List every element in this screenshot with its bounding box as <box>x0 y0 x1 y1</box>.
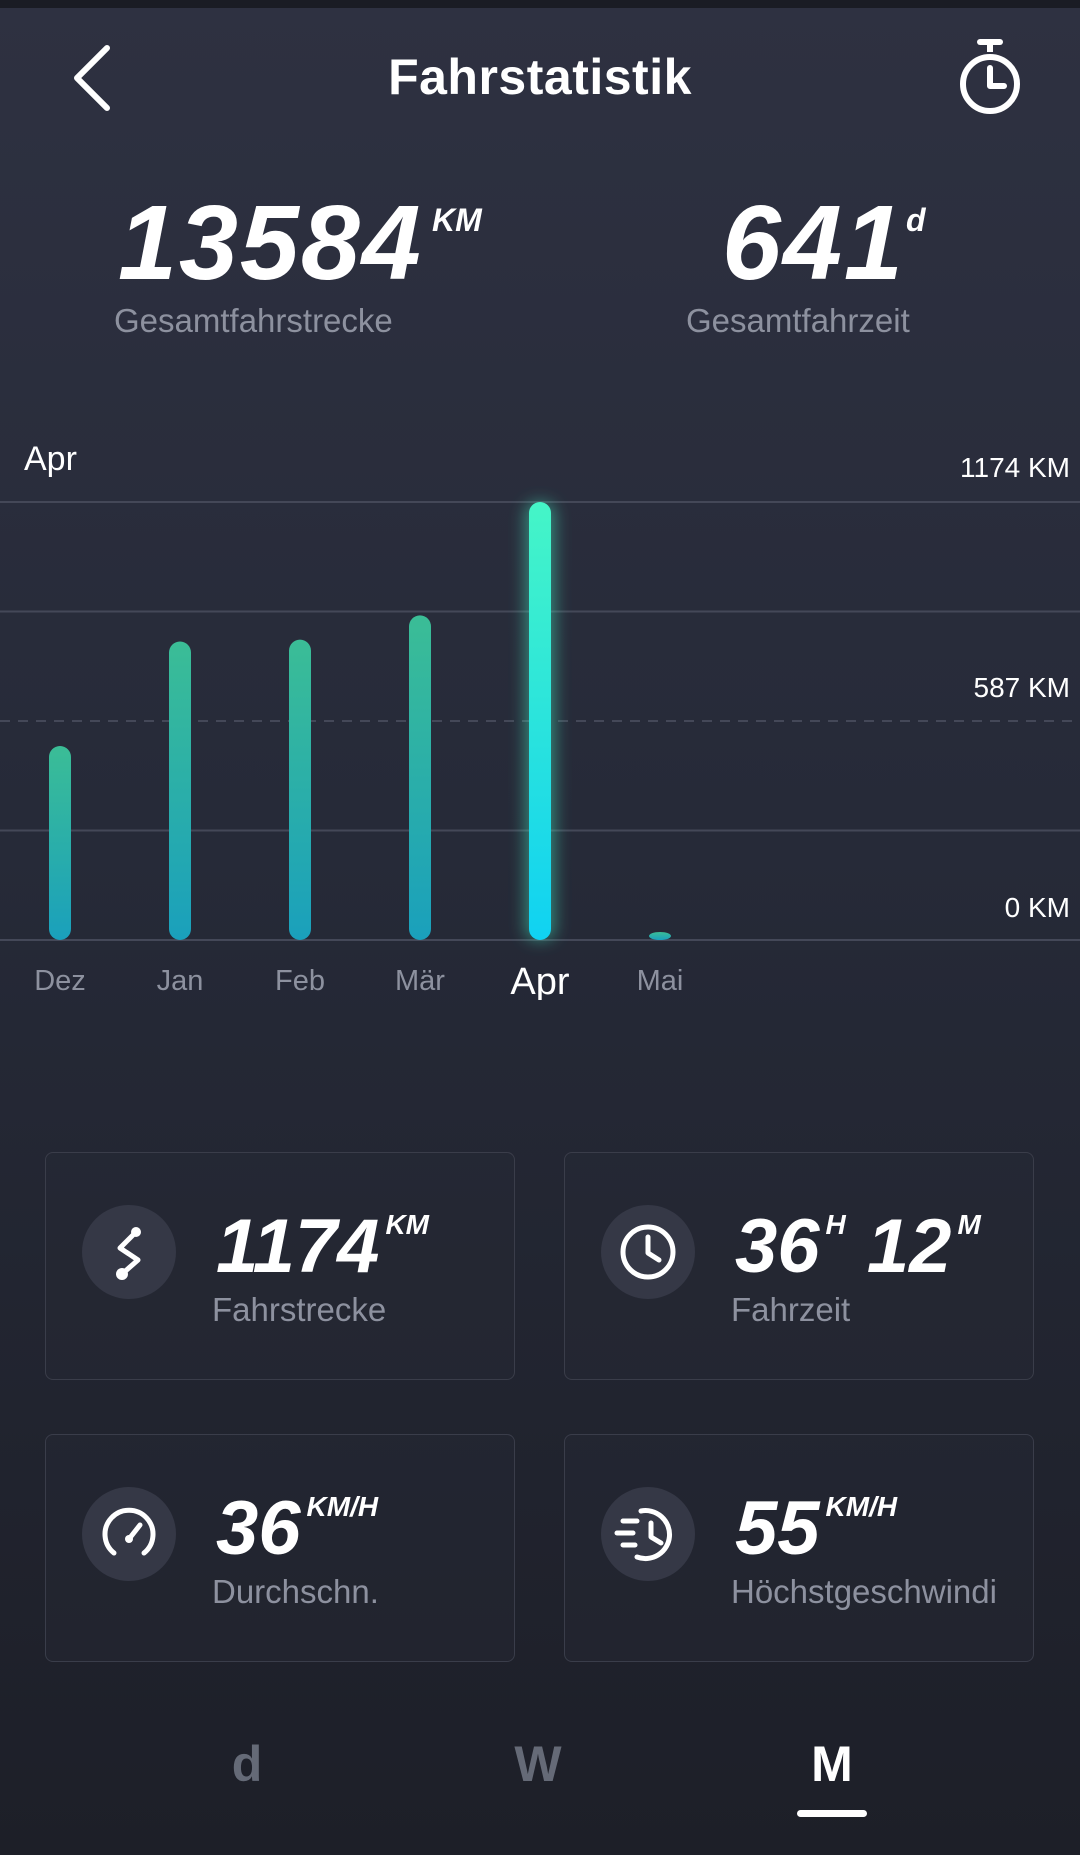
max-speed-card: 55 KM/H Höchstgeschwindi <box>564 1434 1034 1662</box>
route-icon-badge <box>82 1205 176 1299</box>
bar-Mär[interactable] <box>409 615 431 940</box>
selected-month-label: Apr <box>24 440 77 478</box>
max-speed-value: 55 KM/H <box>735 1486 898 1571</box>
bar-Apr[interactable] <box>529 502 551 940</box>
total-time-unit: d <box>906 202 926 238</box>
tab-day[interactable]: d <box>231 1736 263 1792</box>
x-tick-label[interactable]: Mai <box>637 965 684 997</box>
x-tick-label[interactable]: Mär <box>395 965 445 997</box>
bar-Mai[interactable] <box>649 932 671 940</box>
fast-speed-icon-badge <box>601 1487 695 1581</box>
back-button[interactable] <box>55 38 135 118</box>
time-card: 36 H 12 M Fahrzeit <box>564 1152 1034 1380</box>
status-bar <box>0 0 1080 8</box>
fast-speed-icon <box>614 1508 672 1562</box>
clock-icon <box>620 1224 676 1280</box>
max-speed-label: Höchstgeschwindi <box>731 1573 997 1610</box>
distance-label: Fahrstrecke <box>212 1291 387 1328</box>
avg-speed-label: Durchschn. <box>212 1573 379 1610</box>
route-icon <box>116 1227 141 1280</box>
avg-speed-value: 36 KM/H <box>216 1486 379 1571</box>
total-distance: 13584 KM Gesamtfahrstrecke <box>114 184 482 339</box>
x-tick-label[interactable]: Feb <box>275 965 325 997</box>
clock-icon-badge <box>601 1205 695 1299</box>
max-speed-unit: KM/H <box>825 1491 898 1522</box>
x-tick-label[interactable]: Dez <box>34 965 86 997</box>
speedometer-icon-badge <box>82 1487 176 1581</box>
page-title: Fahrstatistik <box>388 49 692 105</box>
avg-speed-card: 36 KM/H Durchschn. <box>45 1434 515 1662</box>
avg-speed-unit: KM/H <box>306 1491 379 1522</box>
y-tick-label-max: 1174 KM <box>960 452 1070 483</box>
monthly-distance-chart[interactable]: Apr 1174 KM 587 KM 0 KM Dez Jan Feb Mär Apr M… <box>0 440 1080 1000</box>
y-tick-label-zero: 0 KM <box>1004 892 1070 923</box>
tab-week[interactable]: W <box>514 1736 562 1792</box>
distance-card: 1174 KM Fahrstrecke <box>45 1152 515 1380</box>
time-value: 36 H 12 M <box>735 1204 981 1289</box>
distance-unit: KM <box>385 1209 429 1240</box>
bar-Dez[interactable] <box>49 745 71 940</box>
time-hours-unit: H <box>825 1209 846 1240</box>
app-header: Fahrstatistik <box>0 20 1080 140</box>
total-distance-value: 13584 <box>118 184 423 302</box>
chart-canvas: Dez Jan Feb Mär Apr Mai <box>0 501 1080 1000</box>
total-distance-label: Gesamtfahrstrecke <box>114 302 393 339</box>
speedometer-icon <box>102 1507 156 1556</box>
stopwatch-button[interactable] <box>950 34 1030 124</box>
y-tick-label-mid: 587 KM <box>973 672 1071 703</box>
stopwatch-icon <box>960 39 1020 114</box>
tab-month[interactable]: M <box>811 1736 853 1792</box>
x-tick-label[interactable]: Jan <box>157 965 204 997</box>
distance-value: 1174 KM <box>216 1204 429 1289</box>
back-chevron-icon <box>74 45 110 111</box>
active-tab-indicator <box>797 1810 867 1817</box>
total-time-label: Gesamtfahrzeit <box>686 302 910 339</box>
time-label: Fahrzeit <box>731 1291 851 1328</box>
x-tick-label[interactable]: Apr <box>510 961 569 1000</box>
total-time: 641 d Gesamtfahrzeit <box>686 184 926 339</box>
time-minutes-unit: M <box>957 1209 981 1240</box>
total-time-value: 641 <box>722 184 905 302</box>
bar-Jan[interactable] <box>169 641 191 940</box>
bar-Feb[interactable] <box>289 639 311 940</box>
total-distance-unit: KM <box>432 202 482 238</box>
